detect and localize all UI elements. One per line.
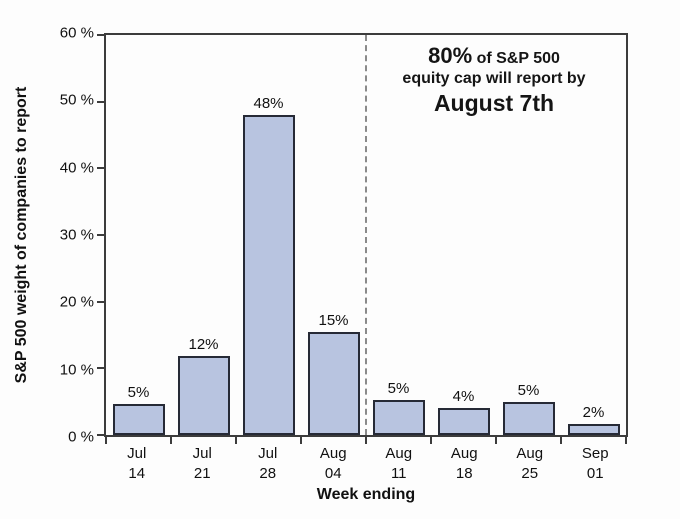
bar-value-label: 12% bbox=[188, 336, 219, 354]
x-axis-labels: Jul 14 Jul 21 Jul 28 Aug 04 Aug 11 Aug 18 Aug … bbox=[104, 444, 628, 484]
bar-slot: 48% bbox=[236, 35, 301, 435]
bar-value-label: 5% bbox=[387, 379, 410, 397]
bar-slot: 5% bbox=[366, 35, 431, 435]
bar-slot: 15% bbox=[301, 35, 366, 435]
x-tick-label: Jul 28 bbox=[258, 445, 278, 482]
y-tick-label: 60 % bbox=[59, 24, 94, 42]
bar-value-label: 5% bbox=[127, 383, 150, 401]
x-tick-label: Aug 11 bbox=[385, 445, 413, 482]
x-tick-mark bbox=[430, 437, 432, 444]
y-tick-label: 40 % bbox=[59, 159, 94, 177]
x-tick-mark bbox=[170, 437, 172, 444]
bar bbox=[437, 407, 490, 435]
y-tick-mark bbox=[97, 234, 104, 236]
bar-value-label: 15% bbox=[318, 311, 349, 329]
x-tick-label: Jul 14 bbox=[127, 445, 147, 482]
x-tick-mark bbox=[560, 437, 562, 444]
y-axis-labels: 60 % 50 % 40 % 30 % 20 % 10 % 0 % bbox=[0, 25, 94, 446]
bar bbox=[502, 401, 555, 435]
bar bbox=[242, 115, 295, 435]
x-tick-mark bbox=[105, 437, 107, 444]
bar bbox=[567, 424, 620, 435]
bar-slot: 5% bbox=[496, 35, 561, 435]
x-tick-mark bbox=[235, 437, 237, 444]
x-tick-mark bbox=[625, 437, 627, 444]
bar-value-label: 4% bbox=[452, 387, 475, 405]
bar-slot: 12% bbox=[171, 35, 236, 435]
bar bbox=[112, 403, 165, 435]
y-tick-label: 30 % bbox=[59, 226, 94, 244]
x-tick-label: Aug 04 bbox=[319, 445, 347, 482]
bar bbox=[307, 331, 360, 435]
plot-area: 5% 12% 48% 15% 5% 4% 5% 2% 80% of S&P 500 equit… bbox=[97, 33, 628, 444]
y-tick-mark bbox=[97, 167, 104, 170]
y-tick-mark bbox=[97, 434, 104, 436]
bar-slot: 2% bbox=[561, 35, 626, 435]
y-tick-mark bbox=[97, 34, 104, 36]
x-tick-label: Aug 25 bbox=[516, 445, 544, 482]
annotation-lead-rest: of S&P 500 bbox=[472, 50, 560, 67]
y-tick-mark bbox=[97, 100, 104, 103]
bar-value-label: 48% bbox=[253, 95, 284, 112]
annotation-callout: 80% of S&P 500 equity cap will report by… bbox=[366, 43, 622, 117]
y-tick-label: 0 % bbox=[68, 428, 94, 446]
annotation-percent: 80% bbox=[428, 43, 473, 68]
x-tick-label: Jul 21 bbox=[192, 445, 212, 482]
bar-value-label: 5% bbox=[517, 381, 540, 399]
bars-row: 5% 12% 48% 15% 5% 4% 5% 2% bbox=[106, 35, 626, 435]
y-tick-label: 50 % bbox=[59, 91, 94, 109]
x-tick-label: Sep 01 bbox=[581, 445, 609, 482]
bar-value-label: 2% bbox=[582, 404, 605, 422]
bar bbox=[372, 399, 425, 435]
y-tick-mark bbox=[97, 300, 104, 303]
x-tick-label: Aug 18 bbox=[450, 445, 478, 482]
x-tick-mark bbox=[300, 437, 302, 444]
bar-slot: 4% bbox=[431, 35, 496, 435]
y-tick-label: 10 % bbox=[59, 361, 94, 379]
annotation-line-1: 80% of S&P 500 bbox=[366, 43, 622, 69]
y-tick-label: 20 % bbox=[59, 293, 94, 311]
bar-slot: 5% bbox=[106, 35, 171, 435]
x-axis-title: Week ending bbox=[316, 486, 416, 503]
annotation-line-2: equity cap will report by bbox=[402, 70, 586, 88]
annotation-line-3: August 7th bbox=[433, 89, 555, 116]
y-tick-mark bbox=[97, 367, 104, 370]
x-tick-mark bbox=[365, 437, 367, 444]
bar bbox=[177, 356, 230, 435]
x-tick-mark bbox=[495, 437, 497, 444]
reporting-cutoff-divider bbox=[365, 35, 367, 435]
